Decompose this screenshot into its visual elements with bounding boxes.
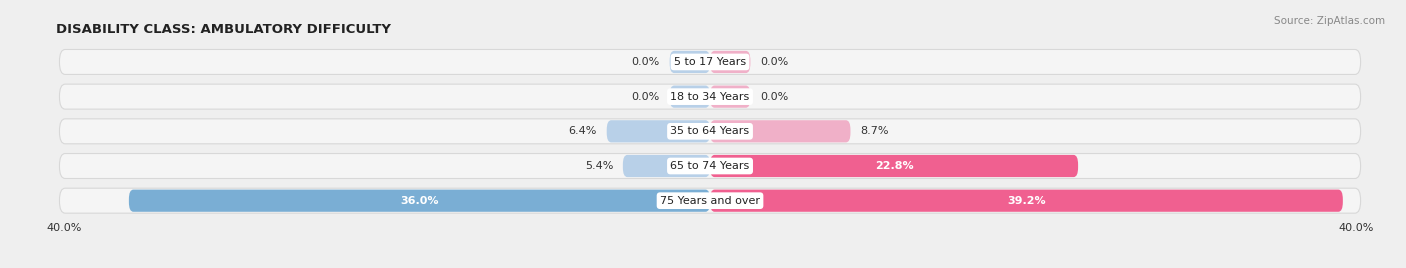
Text: 39.2%: 39.2% [1007, 196, 1046, 206]
FancyBboxPatch shape [59, 154, 1361, 178]
Text: 35 to 64 Years: 35 to 64 Years [671, 126, 749, 136]
FancyBboxPatch shape [669, 85, 710, 108]
Text: 18 to 34 Years: 18 to 34 Years [671, 92, 749, 102]
FancyBboxPatch shape [607, 120, 710, 142]
FancyBboxPatch shape [129, 189, 710, 212]
Text: 75 Years and over: 75 Years and over [659, 196, 761, 206]
Text: 36.0%: 36.0% [401, 196, 439, 206]
FancyBboxPatch shape [59, 119, 1361, 144]
Text: 0.0%: 0.0% [631, 92, 659, 102]
FancyBboxPatch shape [623, 155, 710, 177]
FancyBboxPatch shape [669, 51, 710, 73]
Text: Source: ZipAtlas.com: Source: ZipAtlas.com [1274, 16, 1385, 26]
FancyBboxPatch shape [710, 85, 751, 108]
Text: 22.8%: 22.8% [875, 161, 914, 171]
Text: 8.7%: 8.7% [860, 126, 889, 136]
FancyBboxPatch shape [710, 189, 1343, 212]
Text: 0.0%: 0.0% [761, 92, 789, 102]
Text: 0.0%: 0.0% [631, 57, 659, 67]
Text: 0.0%: 0.0% [761, 57, 789, 67]
FancyBboxPatch shape [59, 84, 1361, 109]
FancyBboxPatch shape [59, 50, 1361, 75]
Text: 5 to 17 Years: 5 to 17 Years [673, 57, 747, 67]
Text: 5.4%: 5.4% [585, 161, 613, 171]
Text: DISABILITY CLASS: AMBULATORY DIFFICULTY: DISABILITY CLASS: AMBULATORY DIFFICULTY [56, 23, 391, 36]
FancyBboxPatch shape [710, 155, 1078, 177]
FancyBboxPatch shape [710, 120, 851, 142]
Text: 65 to 74 Years: 65 to 74 Years [671, 161, 749, 171]
FancyBboxPatch shape [59, 188, 1361, 213]
FancyBboxPatch shape [710, 51, 751, 73]
Text: 6.4%: 6.4% [568, 126, 598, 136]
